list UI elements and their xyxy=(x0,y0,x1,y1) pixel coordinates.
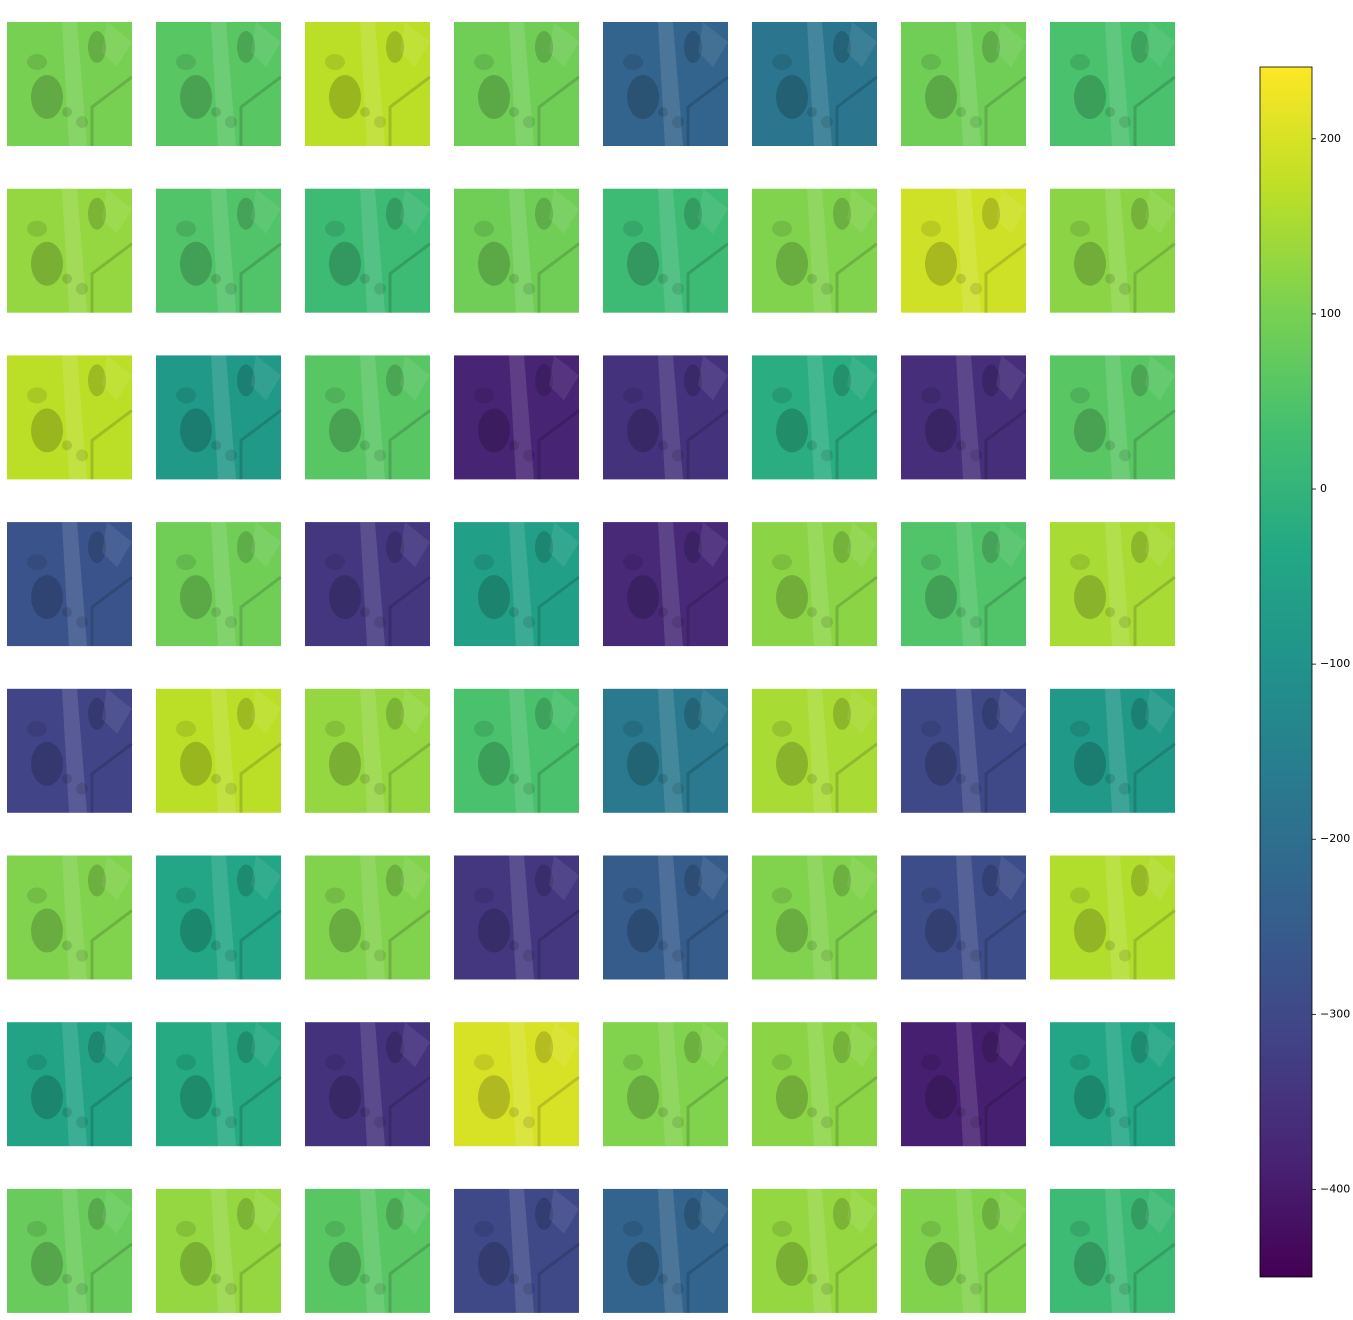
colorbar xyxy=(1259,66,1313,1278)
tick-label: −200 xyxy=(1320,832,1350,845)
tick-label: 100 xyxy=(1320,307,1341,320)
tick-label: −100 xyxy=(1320,657,1350,670)
tick-label: 200 xyxy=(1320,132,1341,145)
tick-label: −300 xyxy=(1320,1007,1350,1020)
tick-label: −400 xyxy=(1320,1182,1350,1195)
tick-label: 0 xyxy=(1320,482,1327,495)
